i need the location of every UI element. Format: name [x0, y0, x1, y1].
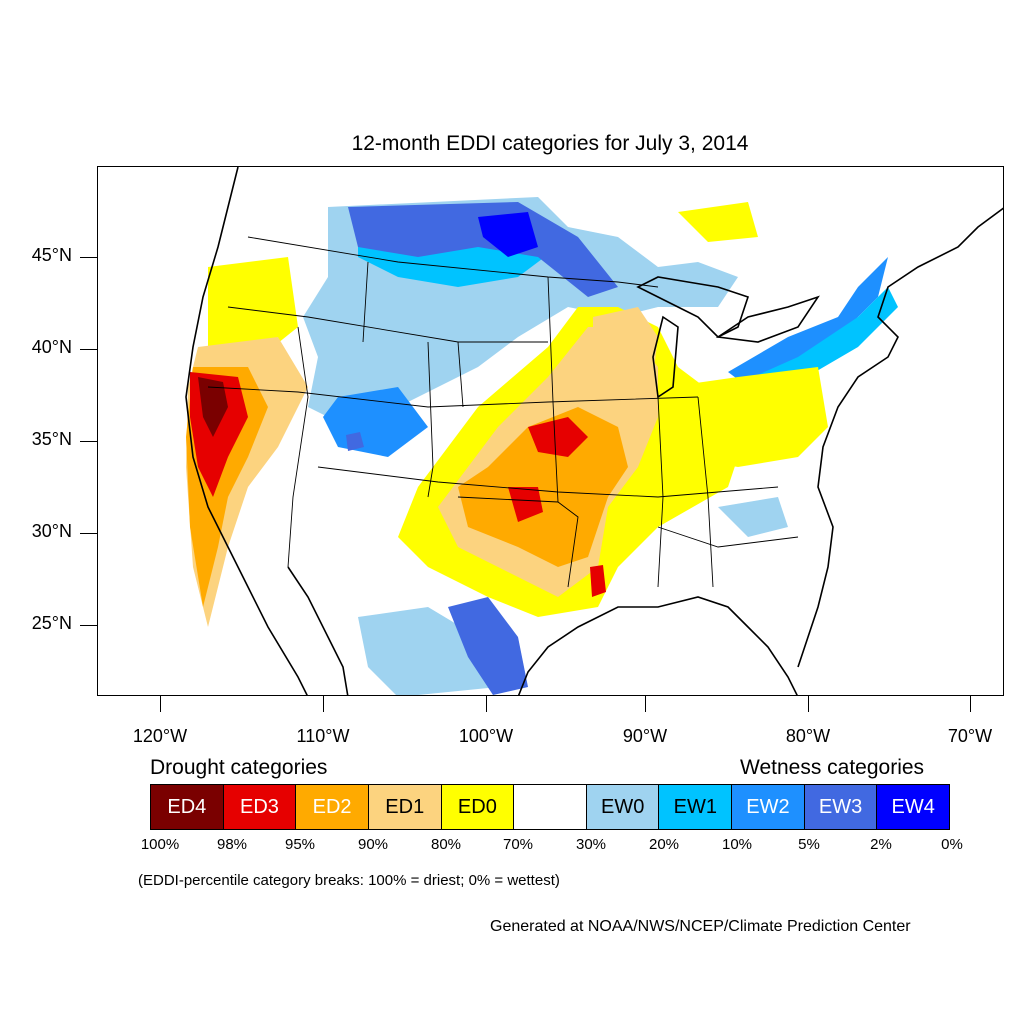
lon-label-110w: 110°W: [296, 726, 350, 746]
lat-label-30n: 30°N: [31, 521, 72, 541]
lat-tick: [80, 625, 97, 626]
legend-box-ed1: ED1: [368, 785, 442, 829]
percent-break: 0%: [941, 836, 963, 853]
lon-tick: [970, 696, 971, 712]
drought-categories-heading: Drought categories: [150, 756, 328, 779]
region-ew3-spot: [346, 432, 364, 451]
lat-tick: [80, 349, 97, 350]
region-ew2-northeast: [728, 257, 888, 387]
region-ed3-oklahoma: [508, 487, 543, 522]
legend-box-ew4: EW4: [877, 785, 950, 829]
percent-break: 70%: [502, 836, 534, 853]
region-ew4-north: [478, 212, 538, 257]
lon-label-100w: 100°W: [458, 726, 514, 746]
percent-break: 98%: [216, 836, 248, 853]
lat-tick: [80, 533, 97, 534]
lon-tick: [808, 696, 809, 712]
region-ew0-carolina: [718, 497, 788, 537]
percent-break: 95%: [284, 836, 316, 853]
percent-break: 5%: [798, 836, 820, 853]
lon-tick: [645, 696, 646, 712]
percent-break: 90%: [357, 836, 389, 853]
lon-label-120w: 120°W: [132, 726, 188, 746]
region-ed3-kansas: [528, 417, 588, 457]
lon-tick: [486, 696, 487, 712]
percent-break: 80%: [430, 836, 462, 853]
credit-line: Generated at NOAA/NWS/NCEP/Climate Predi…: [490, 918, 911, 935]
eddi-map: [185, 167, 1003, 695]
region-ed3-louisiana: [590, 565, 606, 597]
percent-break: 10%: [721, 836, 753, 853]
eddi-regions: [186, 197, 898, 695]
legend-box-ed4: ED4: [151, 785, 224, 829]
map-title: 12-month EDDI categories for July 3, 201…: [351, 132, 749, 155]
legend-box-neutral: [514, 785, 587, 829]
region-ew3-texas: [448, 597, 528, 695]
legend-box-ed2: ED2: [296, 785, 369, 829]
region-ed2-central: [458, 407, 628, 567]
coastlines: [185, 167, 1003, 695]
region-ed0-east: [668, 367, 828, 467]
lon-tick: [323, 696, 324, 712]
legend-box-ed3: ED3: [223, 785, 297, 829]
percent-break: 2%: [870, 836, 892, 853]
lon-label-90w: 90°W: [622, 726, 668, 746]
category-legend: ED4 ED3 ED2 ED1 ED0 EW0 EW1 EW2 EW3 EW4: [150, 784, 950, 830]
region-ed1-michigan: [593, 307, 658, 397]
category-breaks-note: (EDDI-percentile category breaks: 100% =…: [138, 872, 560, 889]
lon-label-70w: 70°W: [947, 726, 993, 746]
wetness-categories-heading: Wetness categories: [740, 756, 925, 779]
lon-label-80w: 80°W: [785, 726, 831, 746]
lat-label-25n: 25°N: [31, 613, 72, 633]
legend-box-ew1: EW1: [659, 785, 733, 829]
legend-box-ew0: EW0: [586, 785, 660, 829]
region-ew3-north: [348, 202, 618, 297]
percent-break: 100%: [140, 836, 180, 853]
legend-box-ed0: ED0: [441, 785, 515, 829]
percent-break: 20%: [648, 836, 680, 853]
region-ed0-quebec: [678, 202, 758, 242]
lat-label-45n: 45°N: [31, 245, 72, 265]
legend-box-ew3: EW3: [804, 785, 878, 829]
percent-break: 30%: [575, 836, 607, 853]
region-ed4-california: [198, 377, 228, 437]
lat-label-35n: 35°N: [31, 429, 72, 449]
legend-box-ew2: EW2: [732, 785, 805, 829]
state-borders: [207, 236, 799, 588]
lat-label-40n: 40°N: [31, 337, 72, 357]
map-panel: [97, 166, 1004, 696]
lat-tick: [80, 257, 97, 258]
lat-tick: [80, 441, 97, 442]
lon-tick: [160, 696, 161, 712]
